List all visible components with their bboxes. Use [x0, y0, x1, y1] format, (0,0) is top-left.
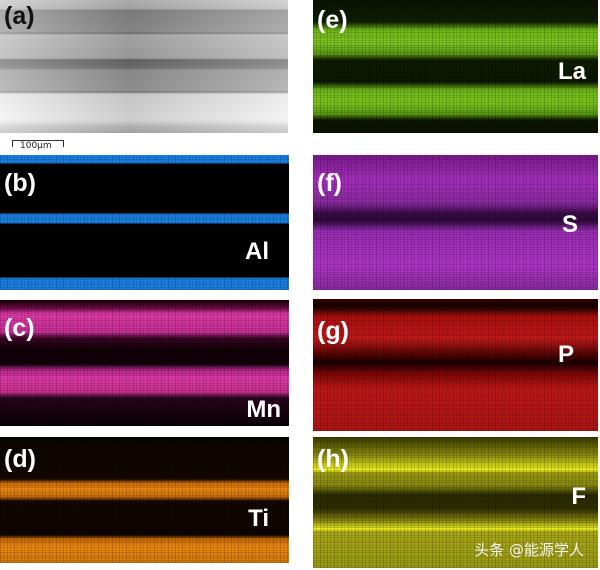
panel-label: (e)	[317, 6, 348, 34]
panel-c-mn-map: (c) Mn	[0, 300, 289, 426]
scale-bar	[12, 140, 64, 147]
scale-bar-label: 100μm	[20, 141, 52, 151]
panel-g-p-map: (g) P	[313, 299, 598, 431]
panel-label: (g)	[317, 317, 349, 345]
noise-texture	[313, 155, 598, 290]
panel-label: (b)	[4, 169, 36, 197]
noise-texture	[313, 437, 598, 568]
element-label: La	[557, 58, 586, 85]
panel-b-al-map: (b) Al	[0, 155, 289, 290]
element-label: Mn	[246, 396, 281, 423]
element-label: Ti	[248, 505, 269, 532]
panel-h-f-map: (h) F 头条 @能源学人	[313, 437, 598, 568]
element-label: P	[557, 341, 574, 368]
noise-texture	[313, 0, 598, 133]
watermark: 头条 @能源学人	[474, 541, 584, 559]
panel-label: (a)	[4, 2, 35, 30]
panel-d-ti-map: (d) Ti	[0, 437, 289, 563]
element-label: Al	[245, 238, 269, 265]
element-label: F	[571, 483, 586, 510]
noise-texture	[0, 155, 289, 290]
panel-a-sem-image: (a)	[0, 0, 288, 133]
panel-label: (h)	[317, 445, 349, 473]
panel-label: (d)	[4, 445, 36, 473]
panel-f-s-map: (f) S	[313, 155, 598, 290]
noise-texture	[0, 437, 289, 563]
element-label: S	[561, 211, 578, 238]
panel-label: (f)	[317, 169, 342, 197]
panel-label: (c)	[4, 314, 35, 342]
noise-texture	[313, 299, 598, 431]
panel-e-la-map: (e) La	[313, 0, 598, 133]
noise-texture	[0, 300, 289, 426]
